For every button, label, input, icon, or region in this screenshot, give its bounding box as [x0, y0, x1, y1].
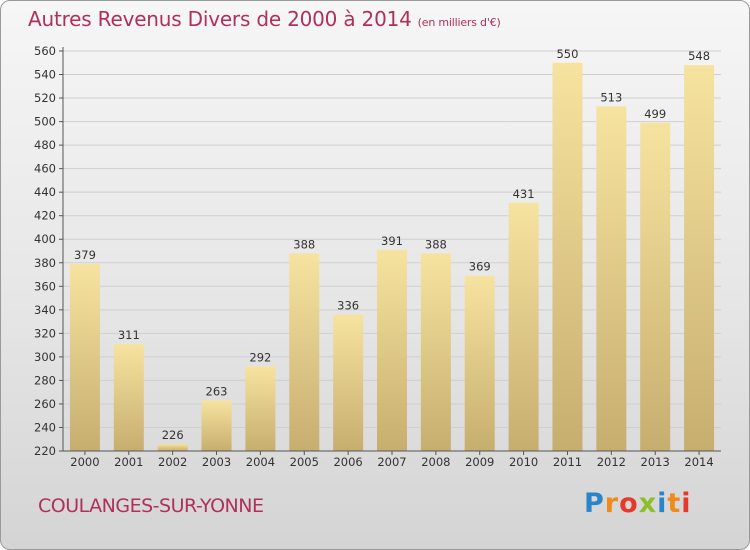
value-labels: 379 311 226 263 292 388 336 391 388 369 431 550 513 4… [74, 47, 710, 442]
logo-letter: i [657, 488, 668, 519]
y-tick-label: 480 [34, 138, 56, 152]
bar-2008 [420, 253, 451, 451]
value-label-2013: 499 [644, 107, 666, 121]
bar-2003 [201, 400, 232, 451]
y-tick-label: 420 [34, 209, 56, 223]
x-tick-label-2000: 2000 [70, 455, 99, 469]
value-label-2002: 226 [162, 428, 184, 442]
x-tick-label-2007: 2007 [377, 455, 406, 469]
value-label-2003: 263 [206, 384, 228, 398]
y-tick-label: 240 [34, 420, 56, 434]
x-tick-label-2001: 2001 [114, 455, 143, 469]
x-tick-label-2008: 2008 [421, 455, 450, 469]
bar-2013 [640, 122, 671, 451]
bar-2010 [508, 202, 539, 451]
chart-title: Autres Revenus Divers de 2000 à 2014 (en … [28, 7, 501, 31]
y-tick-label: 460 [34, 162, 56, 176]
logo-letter: o [619, 488, 639, 519]
y-tick-label: 360 [34, 279, 56, 293]
value-label-2012: 513 [600, 90, 622, 104]
value-label-2010: 431 [513, 187, 535, 201]
axes: 220 240 260 280 300 320 340 360 380 400 420 440 460 4… [34, 44, 721, 469]
bar-2009 [464, 275, 495, 451]
y-tick-label: 540 [34, 68, 56, 82]
bar-2011 [552, 62, 583, 451]
bar-2004 [245, 366, 276, 451]
value-label-2005: 388 [293, 237, 315, 251]
value-label-2014: 548 [688, 49, 710, 63]
logo-letter: P [584, 488, 605, 519]
value-label-2007: 391 [381, 234, 403, 248]
value-label-2009: 369 [469, 260, 491, 274]
logo-letter: i [681, 488, 692, 519]
value-label-2004: 292 [249, 350, 271, 364]
x-tick-label-2011: 2011 [553, 455, 582, 469]
x-tick-label-2014: 2014 [684, 455, 713, 469]
proxiti-logo[interactable]: Proxiti [584, 488, 692, 519]
logo-letter: t [667, 488, 682, 519]
value-label-2008: 388 [425, 237, 447, 251]
value-label-2000: 379 [74, 248, 96, 262]
x-tick-label-2006: 2006 [333, 455, 362, 469]
chart-subtitle: (en milliers d'€) [417, 16, 501, 29]
y-tick-label: 300 [34, 350, 56, 364]
y-tick-label: 560 [34, 44, 56, 58]
y-tick-label: 260 [34, 397, 56, 411]
y-tick-label: 220 [34, 444, 56, 458]
x-tick-label-2009: 2009 [465, 455, 494, 469]
value-label-2006: 336 [337, 299, 359, 313]
logo-letter: x [638, 488, 658, 519]
y-tick-label: 520 [34, 91, 56, 105]
y-tick-label: 500 [34, 115, 56, 129]
bar-2000 [69, 263, 100, 451]
x-tick-label-2003: 2003 [202, 455, 231, 469]
x-tick-label-2005: 2005 [290, 455, 319, 469]
x-tick-label-2002: 2002 [158, 455, 187, 469]
y-tick-label: 280 [34, 373, 56, 387]
bar-2012 [596, 106, 627, 451]
y-tick-label: 380 [34, 256, 56, 270]
bar-2007 [377, 249, 407, 451]
bar-2005 [289, 253, 320, 451]
x-tick-label-2012: 2012 [597, 455, 626, 469]
x-tick-label-2010: 2010 [509, 455, 538, 469]
y-tick-label: 340 [34, 303, 56, 317]
value-label-2001: 311 [118, 328, 140, 342]
bar-2002 [157, 443, 188, 451]
title-text: Autres Revenus Divers de 2000 à 2014 [28, 7, 412, 31]
x-tick-label-2004: 2004 [246, 455, 275, 469]
town-name: COULANGES-SUR-YONNE [38, 495, 264, 517]
bar-2006 [333, 314, 364, 451]
y-tick-label: 400 [34, 232, 56, 246]
bar-2001 [113, 343, 144, 451]
y-tick-label: 440 [34, 185, 56, 199]
x-tick-label-2013: 2013 [641, 455, 670, 469]
bar-2014 [684, 65, 715, 451]
value-label-2011: 550 [556, 47, 578, 61]
y-tick-label: 320 [34, 326, 56, 340]
bars [69, 62, 715, 451]
logo-letter: r [604, 488, 620, 519]
